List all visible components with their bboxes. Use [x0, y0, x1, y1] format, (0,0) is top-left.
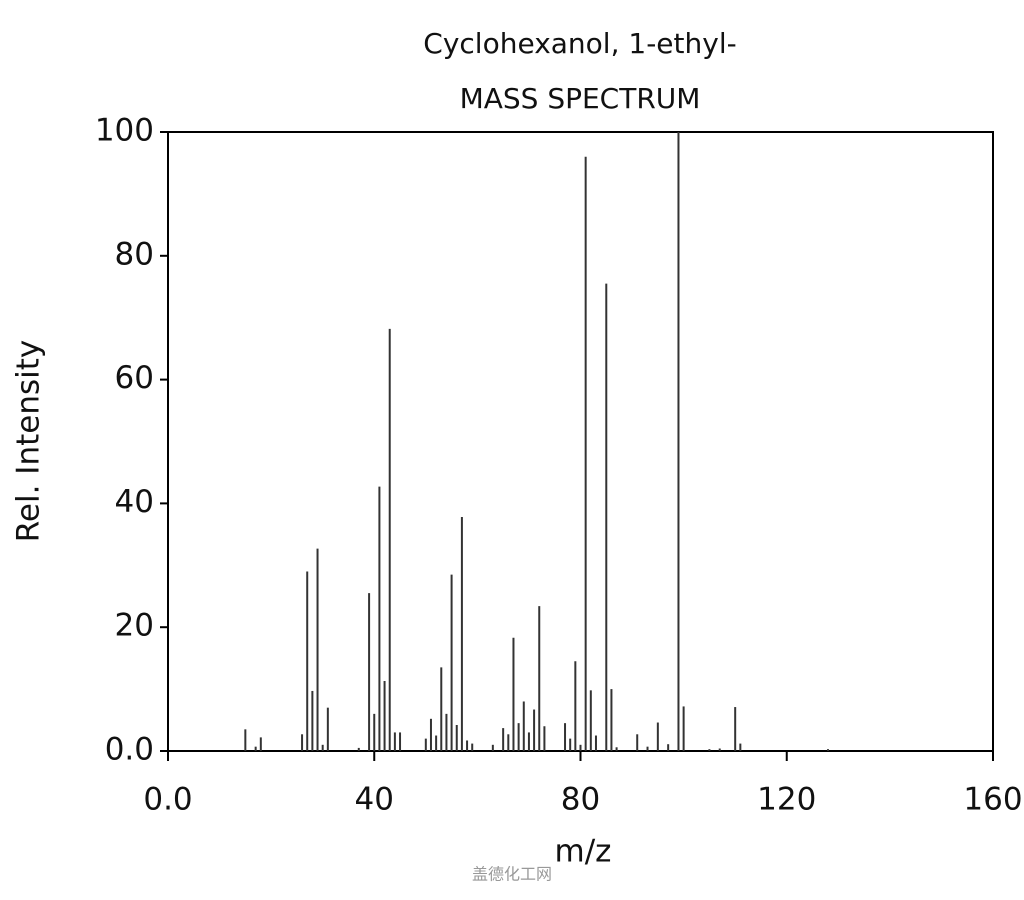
y-tick-label: 60: [115, 360, 154, 396]
x-axis-label: m/z: [555, 834, 612, 870]
x-tick-label: 0.0: [143, 782, 192, 818]
y-axis-label: Rel. Intensity: [11, 340, 47, 542]
chart-subtitle: MASS SPECTRUM: [460, 82, 701, 115]
y-tick-label: 100: [95, 113, 154, 149]
watermark: 盖德化工网: [472, 865, 552, 884]
y-tick-label: 40: [115, 484, 154, 520]
chart-title: Cyclohexanol, 1-ethyl-: [423, 27, 736, 60]
x-tick-label: 120: [757, 782, 816, 818]
y-tick-label: 0.0: [105, 732, 154, 768]
x-tick-label: 80: [561, 782, 600, 818]
y-tick-label: 20: [115, 608, 154, 644]
x-tick-label: 160: [963, 782, 1022, 818]
x-tick-label: 40: [355, 782, 394, 818]
plot-frame: [167, 131, 994, 752]
y-tick-label: 80: [115, 236, 154, 272]
